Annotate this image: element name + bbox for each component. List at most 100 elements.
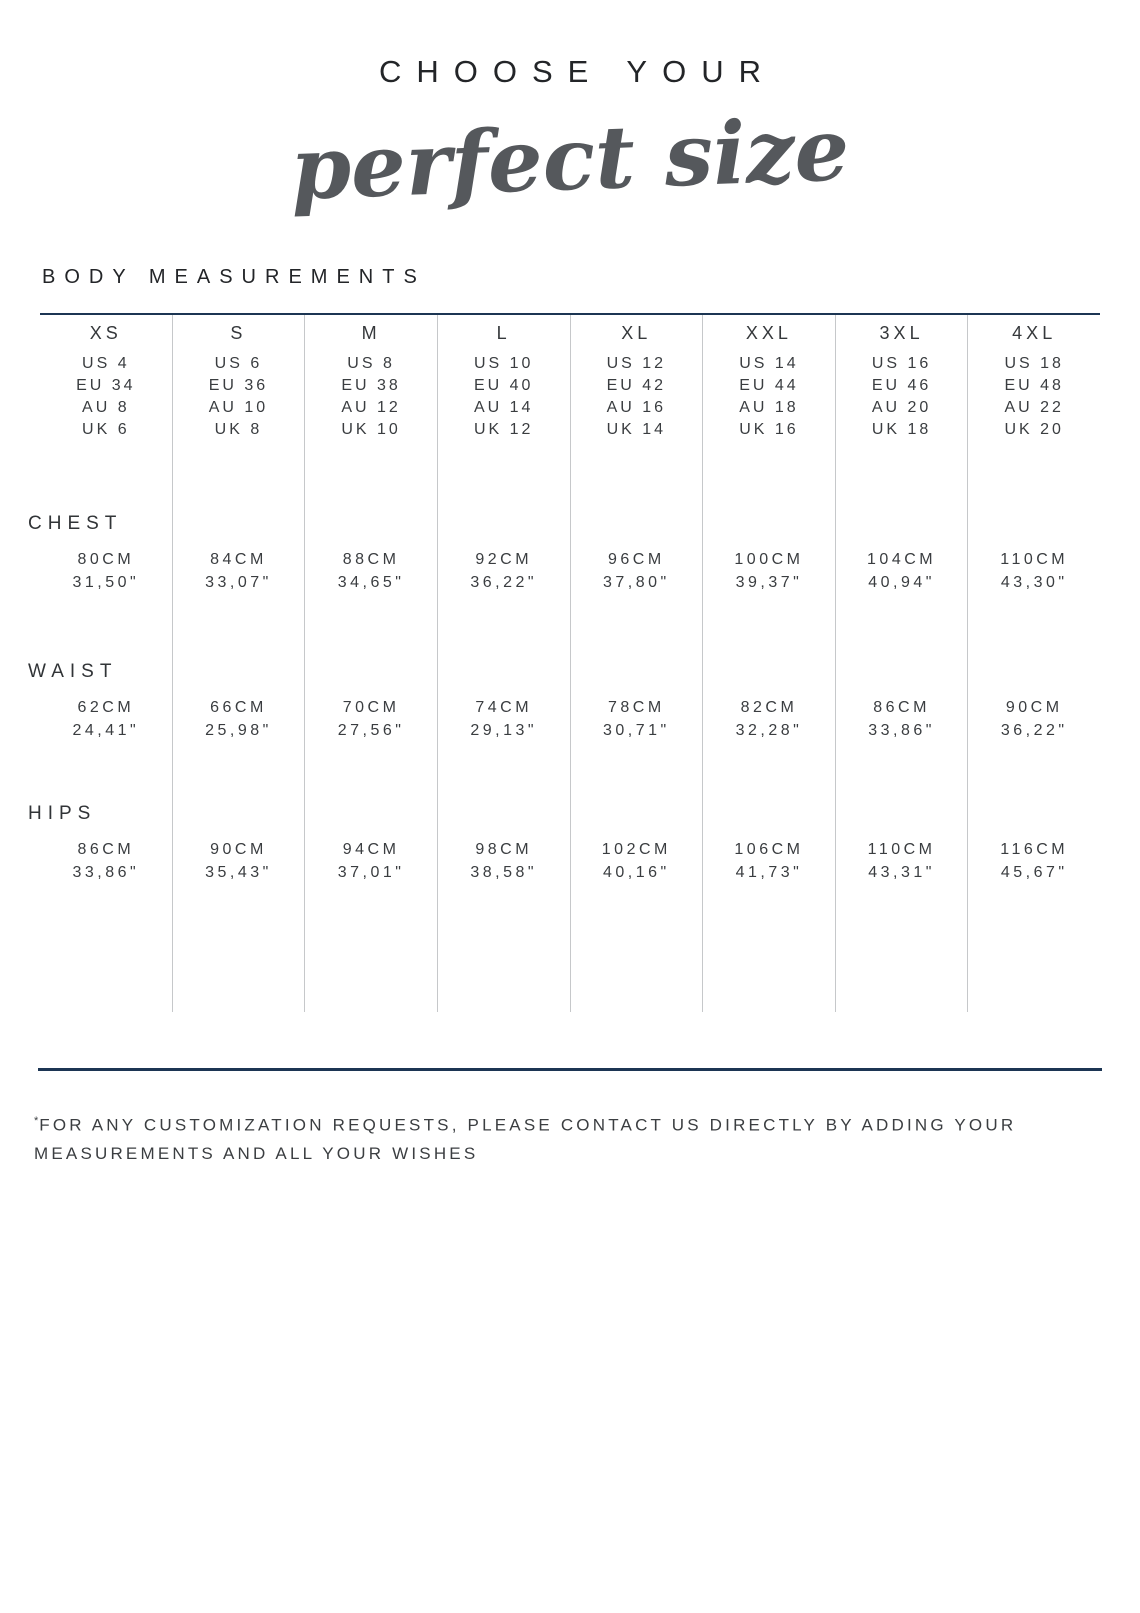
waist-cm: 66CM (210, 699, 267, 716)
waist-cm: 78CM (607, 699, 665, 716)
column-spacer (703, 887, 835, 1012)
row-label-waist: WAIST (28, 661, 118, 682)
region-size-au: AU 16 (606, 399, 667, 416)
waist-inch: 29,13" (470, 722, 538, 739)
row-label-spacer (293, 513, 437, 539)
customization-footnote: *FOR ANY CUSTOMIZATION REQUESTS, PLEASE … (34, 1107, 1044, 1168)
waist-values: 62CM 24,41" (40, 699, 172, 745)
region-size-list: US 10 EU 40 AU 14 UK 12 (438, 355, 570, 443)
size-column-3xl: 3XL US 16 EU 46 AU 20 UK 18 104CM 40,94"… (836, 315, 969, 1012)
region-size-us: US 4 (82, 355, 130, 372)
region-size-uk: UK 16 (739, 421, 799, 438)
region-size-au: AU 10 (208, 399, 269, 416)
waist-values: 78CM 30,71" (571, 699, 703, 745)
row-label-spacer (824, 661, 968, 687)
waist-cm: 70CM (342, 699, 400, 716)
chest-values: 110CM 43,30" (968, 551, 1100, 597)
size-column-4xl: 4XL US 18 EU 48 AU 22 UK 20 110CM 43,30"… (968, 315, 1100, 1012)
chest-inch: 36,22" (470, 574, 538, 591)
row-label-spacer (161, 513, 305, 539)
hips-values: 94CM 37,01" (305, 841, 437, 887)
column-spacer (305, 887, 437, 1012)
section-title: BODY MEASUREMENTS (42, 266, 426, 288)
footnote-text: FOR ANY CUSTOMIZATION REQUESTS, PLEASE C… (34, 1115, 1017, 1163)
chest-values: 96CM 37,80" (571, 551, 703, 597)
region-size-au: AU 8 (82, 399, 130, 416)
footnote-marker: * (34, 1115, 40, 1127)
size-column-header: M (361, 323, 381, 343)
row-label-spacer (691, 513, 835, 539)
hips-values: 102CM 40,16" (571, 841, 703, 887)
row-label-spacer (956, 803, 1100, 829)
row-label-spacer (426, 513, 570, 539)
hips-inch: 43,31" (868, 864, 935, 881)
hips-values: 86CM 33,86" (40, 841, 172, 887)
row-label-spacer (559, 803, 703, 829)
waist-values: 86CM 33,86" (836, 699, 968, 745)
waist-inch: 36,22" (1000, 722, 1068, 739)
region-size-au: AU 12 (341, 399, 401, 416)
waist-cm: 74CM (475, 699, 533, 716)
region-size-list: US 8 EU 38 AU 12 UK 10 (305, 355, 437, 443)
row-label-spacer (161, 803, 305, 829)
region-size-uk: UK 10 (341, 421, 401, 438)
row-label-spacer (824, 803, 968, 829)
chest-values: 84CM 33,07" (173, 551, 305, 597)
chest-inch: 39,37" (735, 574, 803, 591)
hips-inch: 35,43" (205, 864, 272, 881)
hips-cm: 110CM (867, 841, 936, 858)
waist-inch: 32,28" (735, 722, 803, 739)
hips-inch: 33,86" (72, 864, 140, 881)
row-label-hips: HIPS (28, 803, 97, 824)
chest-values: 104CM 40,94" (836, 551, 968, 597)
row-label-spacer (559, 661, 703, 687)
hips-values: 106CM 41,73" (703, 841, 835, 887)
region-size-uk: UK 8 (214, 421, 263, 438)
row-label-spacer (956, 661, 1100, 687)
size-column-header: 3XL (879, 323, 924, 343)
region-size-us: US 6 (214, 355, 263, 372)
size-column-xs: XS US 4 EU 34 AU 8 UK 6 CHEST 80CM 31,50… (28, 315, 173, 1012)
waist-inch: 33,86" (868, 722, 935, 739)
region-size-list: US 6 EU 36 AU 10 UK 8 (173, 355, 305, 443)
region-size-eu: EU 44 (739, 377, 799, 394)
waist-inch: 27,56" (337, 722, 405, 739)
hips-inch: 38,58" (470, 864, 538, 881)
region-size-us: US 10 (473, 355, 534, 372)
hips-inch: 37,01" (337, 864, 405, 881)
row-label-spacer (691, 661, 835, 687)
hips-cm: 102CM (601, 841, 671, 858)
waist-inch: 25,98" (205, 722, 272, 739)
chest-inch: 37,80" (602, 574, 670, 591)
hips-cm: 90CM (210, 841, 267, 858)
region-size-eu: EU 48 (1004, 377, 1064, 394)
row-label-spacer (293, 803, 437, 829)
hips-inch: 40,16" (602, 864, 670, 881)
region-size-eu: EU 36 (208, 377, 269, 394)
row-label-spacer (293, 661, 437, 687)
size-column-xl: XL US 12 EU 42 AU 16 UK 14 96CM 37,80" 7… (571, 315, 704, 1012)
size-column-header: L (496, 323, 511, 343)
hips-values: 110CM 43,31" (836, 841, 968, 887)
waist-values: 90CM 36,22" (968, 699, 1100, 745)
chest-cm: 88CM (342, 551, 400, 568)
row-label-spacer (426, 661, 570, 687)
size-column-header: XS (89, 323, 122, 343)
region-size-au: AU 20 (871, 399, 932, 416)
row-label-spacer (161, 661, 305, 687)
region-size-uk: UK 14 (606, 421, 667, 438)
size-column-l: L US 10 EU 40 AU 14 UK 12 92CM 36,22" 74… (438, 315, 571, 1012)
size-column-xxl: XXL US 14 EU 44 AU 18 UK 16 100CM 39,37"… (703, 315, 836, 1012)
region-size-eu: EU 38 (341, 377, 401, 394)
chest-cm: 96CM (607, 551, 665, 568)
hips-cm: 86CM (77, 841, 135, 858)
size-column-s: S US 6 EU 36 AU 10 UK 8 84CM 33,07" 66CM… (173, 315, 306, 1012)
region-size-uk: UK 18 (871, 421, 932, 438)
waist-cm: 82CM (740, 699, 798, 716)
chest-values: 80CM 31,50" (40, 551, 172, 597)
region-size-list: US 18 EU 48 AU 22 UK 20 (968, 355, 1100, 443)
waist-values: 82CM 32,28" (703, 699, 835, 745)
chest-cm: 100CM (734, 551, 804, 568)
top-divider-rule (40, 313, 1100, 315)
